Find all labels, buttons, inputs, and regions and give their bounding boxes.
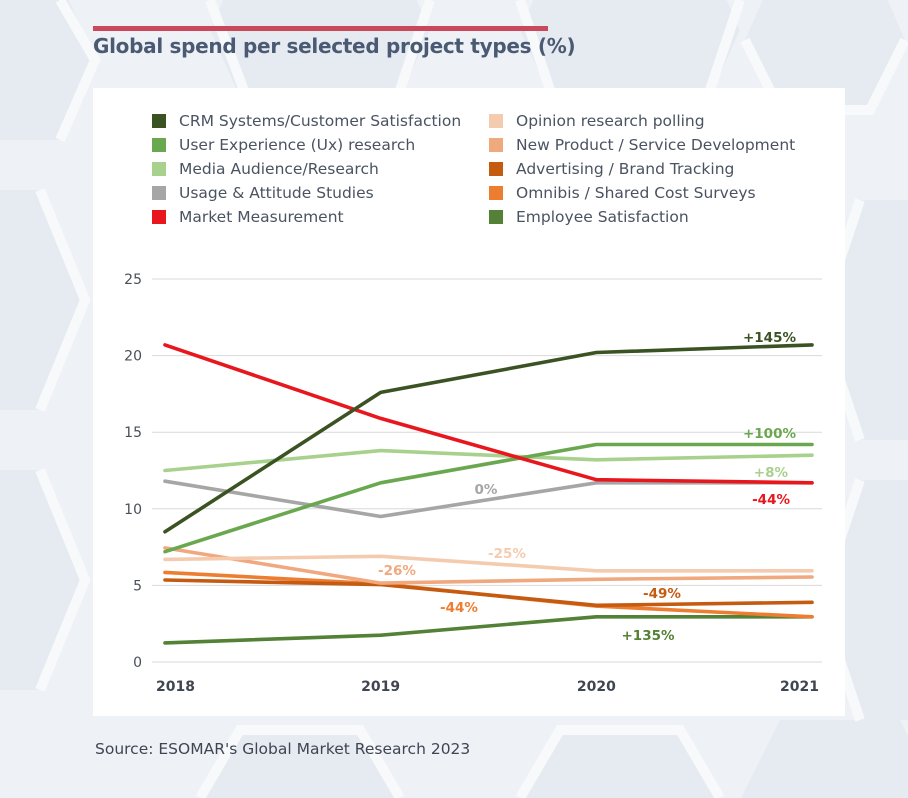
y-tick-label: 5 [133, 578, 142, 594]
change-label: +100% [743, 426, 796, 442]
legend-swatch [489, 186, 503, 200]
legend-label: Usage & Attitude Studies [179, 184, 374, 202]
series-line-new-product-service-development [163, 546, 814, 585]
legend-item: CRM Systems/Customer Satisfaction [152, 112, 461, 130]
legend-label: Opinion research polling [516, 112, 705, 130]
legend-item: Opinion research polling [489, 112, 705, 130]
y-tick-label: 20 [124, 349, 142, 365]
legend-item: Omnibis / Shared Cost Surveys [489, 184, 756, 202]
y-tick-label: 25 [124, 272, 142, 288]
legend-item: New Product / Service Development [489, 136, 795, 154]
legend-swatch [152, 162, 166, 176]
legend-swatch [152, 138, 166, 152]
series-line-employee-satisfaction [163, 614, 814, 645]
series-line-market-measurement [163, 343, 814, 485]
change-label: 0% [475, 482, 498, 498]
legend-label: Employee Satisfaction [516, 208, 689, 226]
source-note: Source: ESOMAR's Global Market Research … [95, 740, 471, 758]
legend-item: Advertising / Brand Tracking [489, 160, 734, 178]
change-label: +145% [743, 330, 796, 346]
legend-label: Market Measurement [179, 208, 344, 226]
legend-swatch [489, 114, 503, 128]
legend-swatch [489, 162, 503, 176]
legend-item: User Experience (Ux) research [152, 136, 415, 154]
change-label: -44% [752, 492, 790, 508]
change-label: -26% [378, 563, 416, 579]
y-tick-label: 15 [124, 425, 142, 441]
x-tick-label: 2019 [361, 679, 400, 695]
legend-label: User Experience (Ux) research [179, 136, 416, 154]
series-line-opinion-research-polling [163, 554, 814, 573]
legend-label: Advertising / Brand Tracking [516, 160, 735, 178]
change-label: +8% [754, 465, 789, 481]
change-label: -44% [440, 600, 478, 616]
legend-swatch [152, 114, 166, 128]
chart-title: Global spend per selected project types … [93, 34, 576, 58]
series-line-crm-systems-customer-satisfaction [163, 343, 814, 534]
change-label: -49% [643, 586, 681, 602]
legend-item: Media Audience/Research [152, 160, 379, 178]
legend-label: New Product / Service Development [516, 136, 796, 154]
legend-swatch [152, 186, 166, 200]
legend-item: Employee Satisfaction [489, 208, 689, 226]
x-tick-label: 2020 [577, 679, 616, 695]
series-line-user-experience-ux-research [163, 442, 814, 554]
x-tick-label: 2018 [156, 679, 195, 695]
legend-label: CRM Systems/Customer Satisfaction [179, 112, 462, 130]
legend-label: Omnibis / Shared Cost Surveys [516, 184, 756, 202]
legend-swatch [152, 210, 166, 224]
legend-swatch [489, 210, 503, 224]
legend-item: Usage & Attitude Studies [152, 184, 374, 202]
legend-label: Media Audience/Research [179, 160, 379, 178]
y-tick-label: 10 [124, 502, 142, 518]
change-label: +135% [621, 628, 674, 644]
change-label: -25% [488, 546, 526, 562]
legend-swatch [489, 138, 503, 152]
legend-item: Market Measurement [152, 208, 344, 226]
y-tick-label: 0 [133, 655, 142, 671]
series-line-advertising-brand-tracking [163, 578, 814, 608]
x-tick-label: 2021 [780, 679, 819, 695]
title-accent-bar [93, 26, 548, 31]
